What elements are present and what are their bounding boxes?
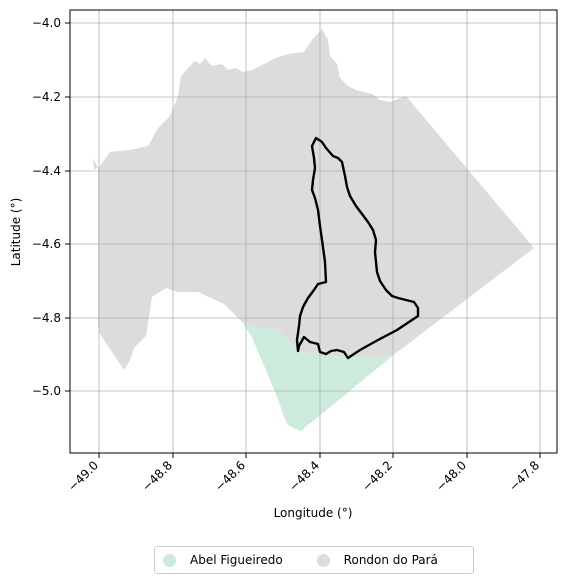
region-rondon-do-para <box>93 29 534 370</box>
y-tick-label: −5.0 <box>32 384 61 398</box>
y-axis-label: Latitude (°) <box>9 198 23 267</box>
x-tick-label: −48.8 <box>139 458 175 494</box>
legend-marker-icon <box>163 553 176 567</box>
y-tick-label: −4.0 <box>32 16 61 30</box>
tick-marks <box>65 22 541 458</box>
axes-frame <box>69 9 558 454</box>
x-tick-label: −49.0 <box>65 458 101 494</box>
highlight-outline <box>295 136 420 360</box>
region-abel-figueiredo <box>242 322 391 431</box>
x-tick-label: −48.2 <box>359 458 395 494</box>
y-tick-label: −4.4 <box>32 164 61 178</box>
x-tick-label: −48.6 <box>212 458 248 494</box>
y-tick-label: −4.8 <box>32 311 61 325</box>
x-tick-label: −48.0 <box>433 458 469 494</box>
legend-item-rondon-do-para: Rondon do Pará <box>316 553 438 567</box>
legend-item-abel-figueiredo: Abel Figueiredo <box>163 553 283 567</box>
x-tick-label: −47.8 <box>506 458 542 494</box>
y-tick-label: −4.6 <box>32 237 61 251</box>
legend-label: Rondon do Pará <box>343 553 438 567</box>
y-tick-label: −4.2 <box>32 90 61 104</box>
legend: Abel Figueiredo Rondon do Pará <box>154 546 474 574</box>
legend-label: Abel Figueiredo <box>190 553 283 567</box>
legend-marker-icon <box>316 553 330 567</box>
x-axis-label: Longitude (°) <box>274 506 353 520</box>
x-tick-label: −48.4 <box>286 458 322 494</box>
